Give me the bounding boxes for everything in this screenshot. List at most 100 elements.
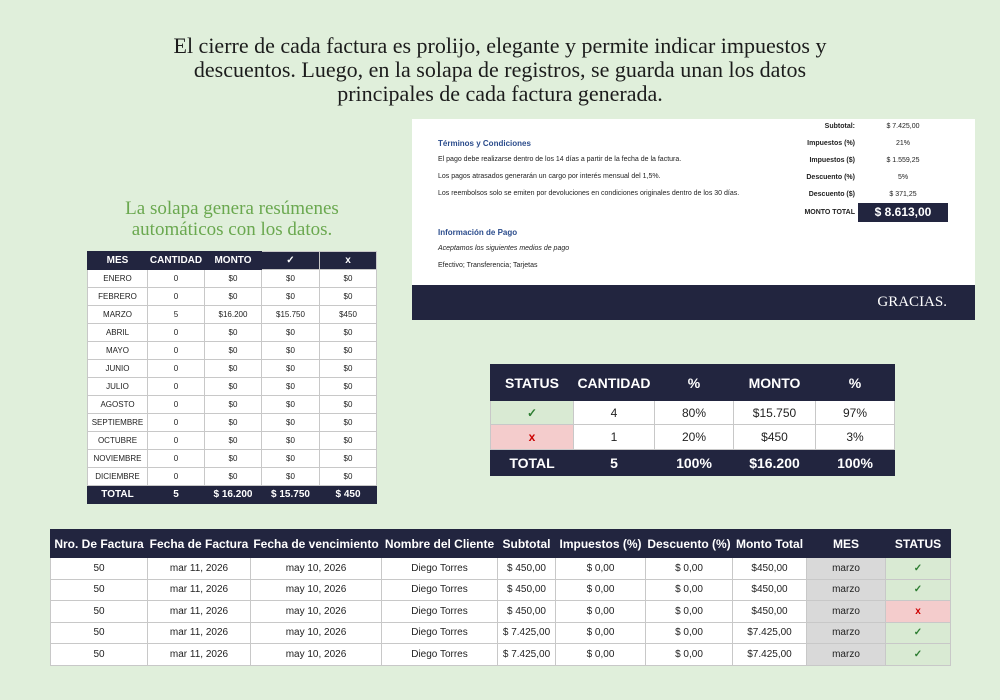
data-row: 50 mar 11, 2026 may 10, 2026 Diego Torres $ … [50,643,951,666]
cell: 50 [50,621,148,644]
payment-note: Aceptamos los siguientes medios de pago [438,245,570,252]
cell: 50 [50,557,148,580]
cell: may 10, 2026 [250,578,382,601]
cell: marzo [806,621,886,644]
cell: MAYO [87,341,148,360]
data-row: MARZO 5 $16.200 $15.750 $450 [87,305,377,324]
cell: MES [87,251,148,270]
cell: JUNIO [87,359,148,378]
cell: CANTIDAD [147,251,205,270]
data-row: x 1 20% $450 3% [490,424,895,450]
cell: Nro. De Factura [50,529,148,558]
cell: $0 [319,467,377,486]
cell: $450,00 [732,578,807,601]
cell: $0 [319,341,377,360]
data-row: DICIEMBRE 0 $0 $0 $0 [87,467,377,486]
cell: JULIO [87,377,148,396]
cell: MONTO [204,251,262,270]
cell: 50 [50,600,148,623]
cell: $ 0,00 [645,643,733,666]
cell: mar 11, 2026 [147,621,251,644]
cell: ✓ [490,400,574,425]
cell: $7.425,00 [732,643,807,666]
summary-value: 21% [895,140,910,147]
cell: mar 11, 2026 [147,600,251,623]
cell: $0 [319,395,377,414]
cell: mar 11, 2026 [147,557,251,580]
cell: OCTUBRE [87,431,148,450]
cell: Descuento (%) [645,529,733,558]
cell: $15.750 [261,305,320,324]
header-row: MES CANTIDAD MONTO ✓ x [87,251,377,270]
cell: Subtotal [497,529,556,558]
cell: $0 [204,287,262,306]
cell: 4 [573,400,655,425]
header-row: Nro. De Factura Fecha de Factura Fecha de … [50,529,951,558]
data-row: ✓ 4 80% $15.750 97% [490,400,895,425]
total-label: MONTO TOTAL [804,209,855,216]
side-note: La solapa genera resúmenes automáticos c… [87,198,377,240]
cell: $0 [204,377,262,396]
cell: $ 16.200 [204,485,262,504]
cell: MONTO [733,364,816,401]
cell: $0 [204,359,262,378]
cell: $ 0,00 [555,600,646,623]
cell: may 10, 2026 [250,643,382,666]
cell: $0 [204,431,262,450]
cell: $0 [204,395,262,414]
cell: $0 [319,449,377,468]
cell: Monto Total [732,529,807,558]
cell: $0 [319,413,377,432]
cell: $ 0,00 [645,621,733,644]
cell: $0 [204,323,262,342]
side-note-line: automáticos con los datos. [131,219,333,240]
total-value: $ 8.613,00 [858,203,948,222]
cell: $16.200 [204,305,262,324]
intro-line: principales de cada factura generada. [337,81,663,106]
cell: $ 450,00 [497,557,556,580]
cell: $ 0,00 [645,578,733,601]
cell: marzo [806,643,886,666]
cell: $7.425,00 [732,621,807,644]
cell: marzo [806,578,886,601]
cell: STATUS [885,529,951,558]
cell: $0 [319,323,377,342]
cell: 0 [147,467,205,486]
cell: Diego Torres [381,578,498,601]
cell: ✓ [885,621,951,644]
cell: $ 0,00 [645,557,733,580]
data-row: AGOSTO 0 $0 $0 $0 [87,395,377,414]
cell: marzo [806,557,886,580]
cell: $450,00 [732,600,807,623]
months: MES CANTIDAD MONTO ✓ x ENERO 0 $0 $0 $0 FEBRERO 0 $0… [87,251,377,504]
cell: $ 0,00 [555,643,646,666]
cell: $ 450 [319,485,377,504]
cell: $0 [261,467,320,486]
terms-title: Términos y Condiciones [438,139,531,148]
data-row: 50 mar 11, 2026 may 10, 2026 Diego Torres $ … [50,600,951,623]
cell: x [885,600,951,623]
cell: Diego Torres [381,557,498,580]
cell: ENERO [87,269,148,288]
cell: Diego Torres [381,643,498,666]
data-row: FEBRERO 0 $0 $0 $0 [87,287,377,306]
cell: 97% [815,400,895,425]
cell: FEBRERO [87,287,148,306]
cell: $450,00 [732,557,807,580]
cell: Fecha de vencimiento [250,529,382,558]
records: Nro. De Factura Fecha de Factura Fecha de … [50,529,951,666]
data-row: NOVIEMBRE 0 $0 $0 $0 [87,449,377,468]
cell: DICIEMBRE [87,467,148,486]
cell: 3% [815,424,895,450]
cell: % [654,364,734,401]
summary-label: Descuento ($) [808,191,855,198]
cell: MES [806,529,886,558]
cell: $ 7.425,00 [497,621,556,644]
cell: 0 [147,341,205,360]
data-row: JULIO 0 $0 $0 $0 [87,377,377,396]
cell: 5 [573,449,655,476]
cell: $0 [204,413,262,432]
cell: $0 [204,341,262,360]
cell: $0 [319,431,377,450]
